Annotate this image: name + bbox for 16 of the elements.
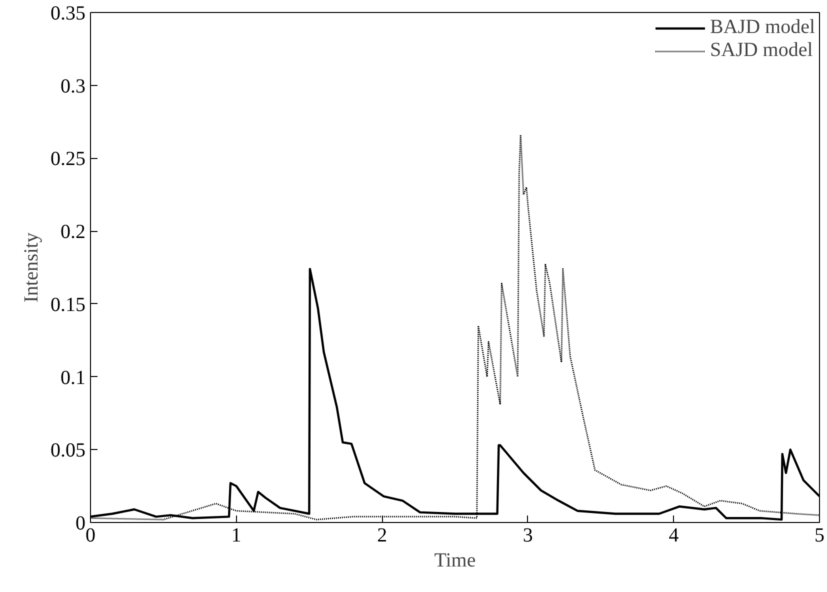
x-tick-label: 1 <box>231 524 242 546</box>
x-tick-label: 3 <box>522 524 533 546</box>
legend-label: BAJD model <box>710 16 815 39</box>
x-tick-label: 2 <box>377 524 388 546</box>
y-tick-label: 0.05 <box>50 440 86 462</box>
y-tick-label: 0.3 <box>60 75 86 98</box>
y-tick-label: 0.35 <box>50 2 86 24</box>
y-tick-label: 0.15 <box>50 294 86 316</box>
x-axis-title: Time <box>434 550 476 572</box>
x-tick-label: 5 <box>814 524 824 546</box>
y-tick-label: 0.1 <box>60 366 86 389</box>
y-tick-label: 0.25 <box>50 148 86 170</box>
x-tick-label: 4 <box>668 524 679 546</box>
legend-label: SAJD model <box>710 39 813 62</box>
y-axis-title: Intensity <box>20 232 42 302</box>
y-tick-label: 0.2 <box>60 221 86 244</box>
